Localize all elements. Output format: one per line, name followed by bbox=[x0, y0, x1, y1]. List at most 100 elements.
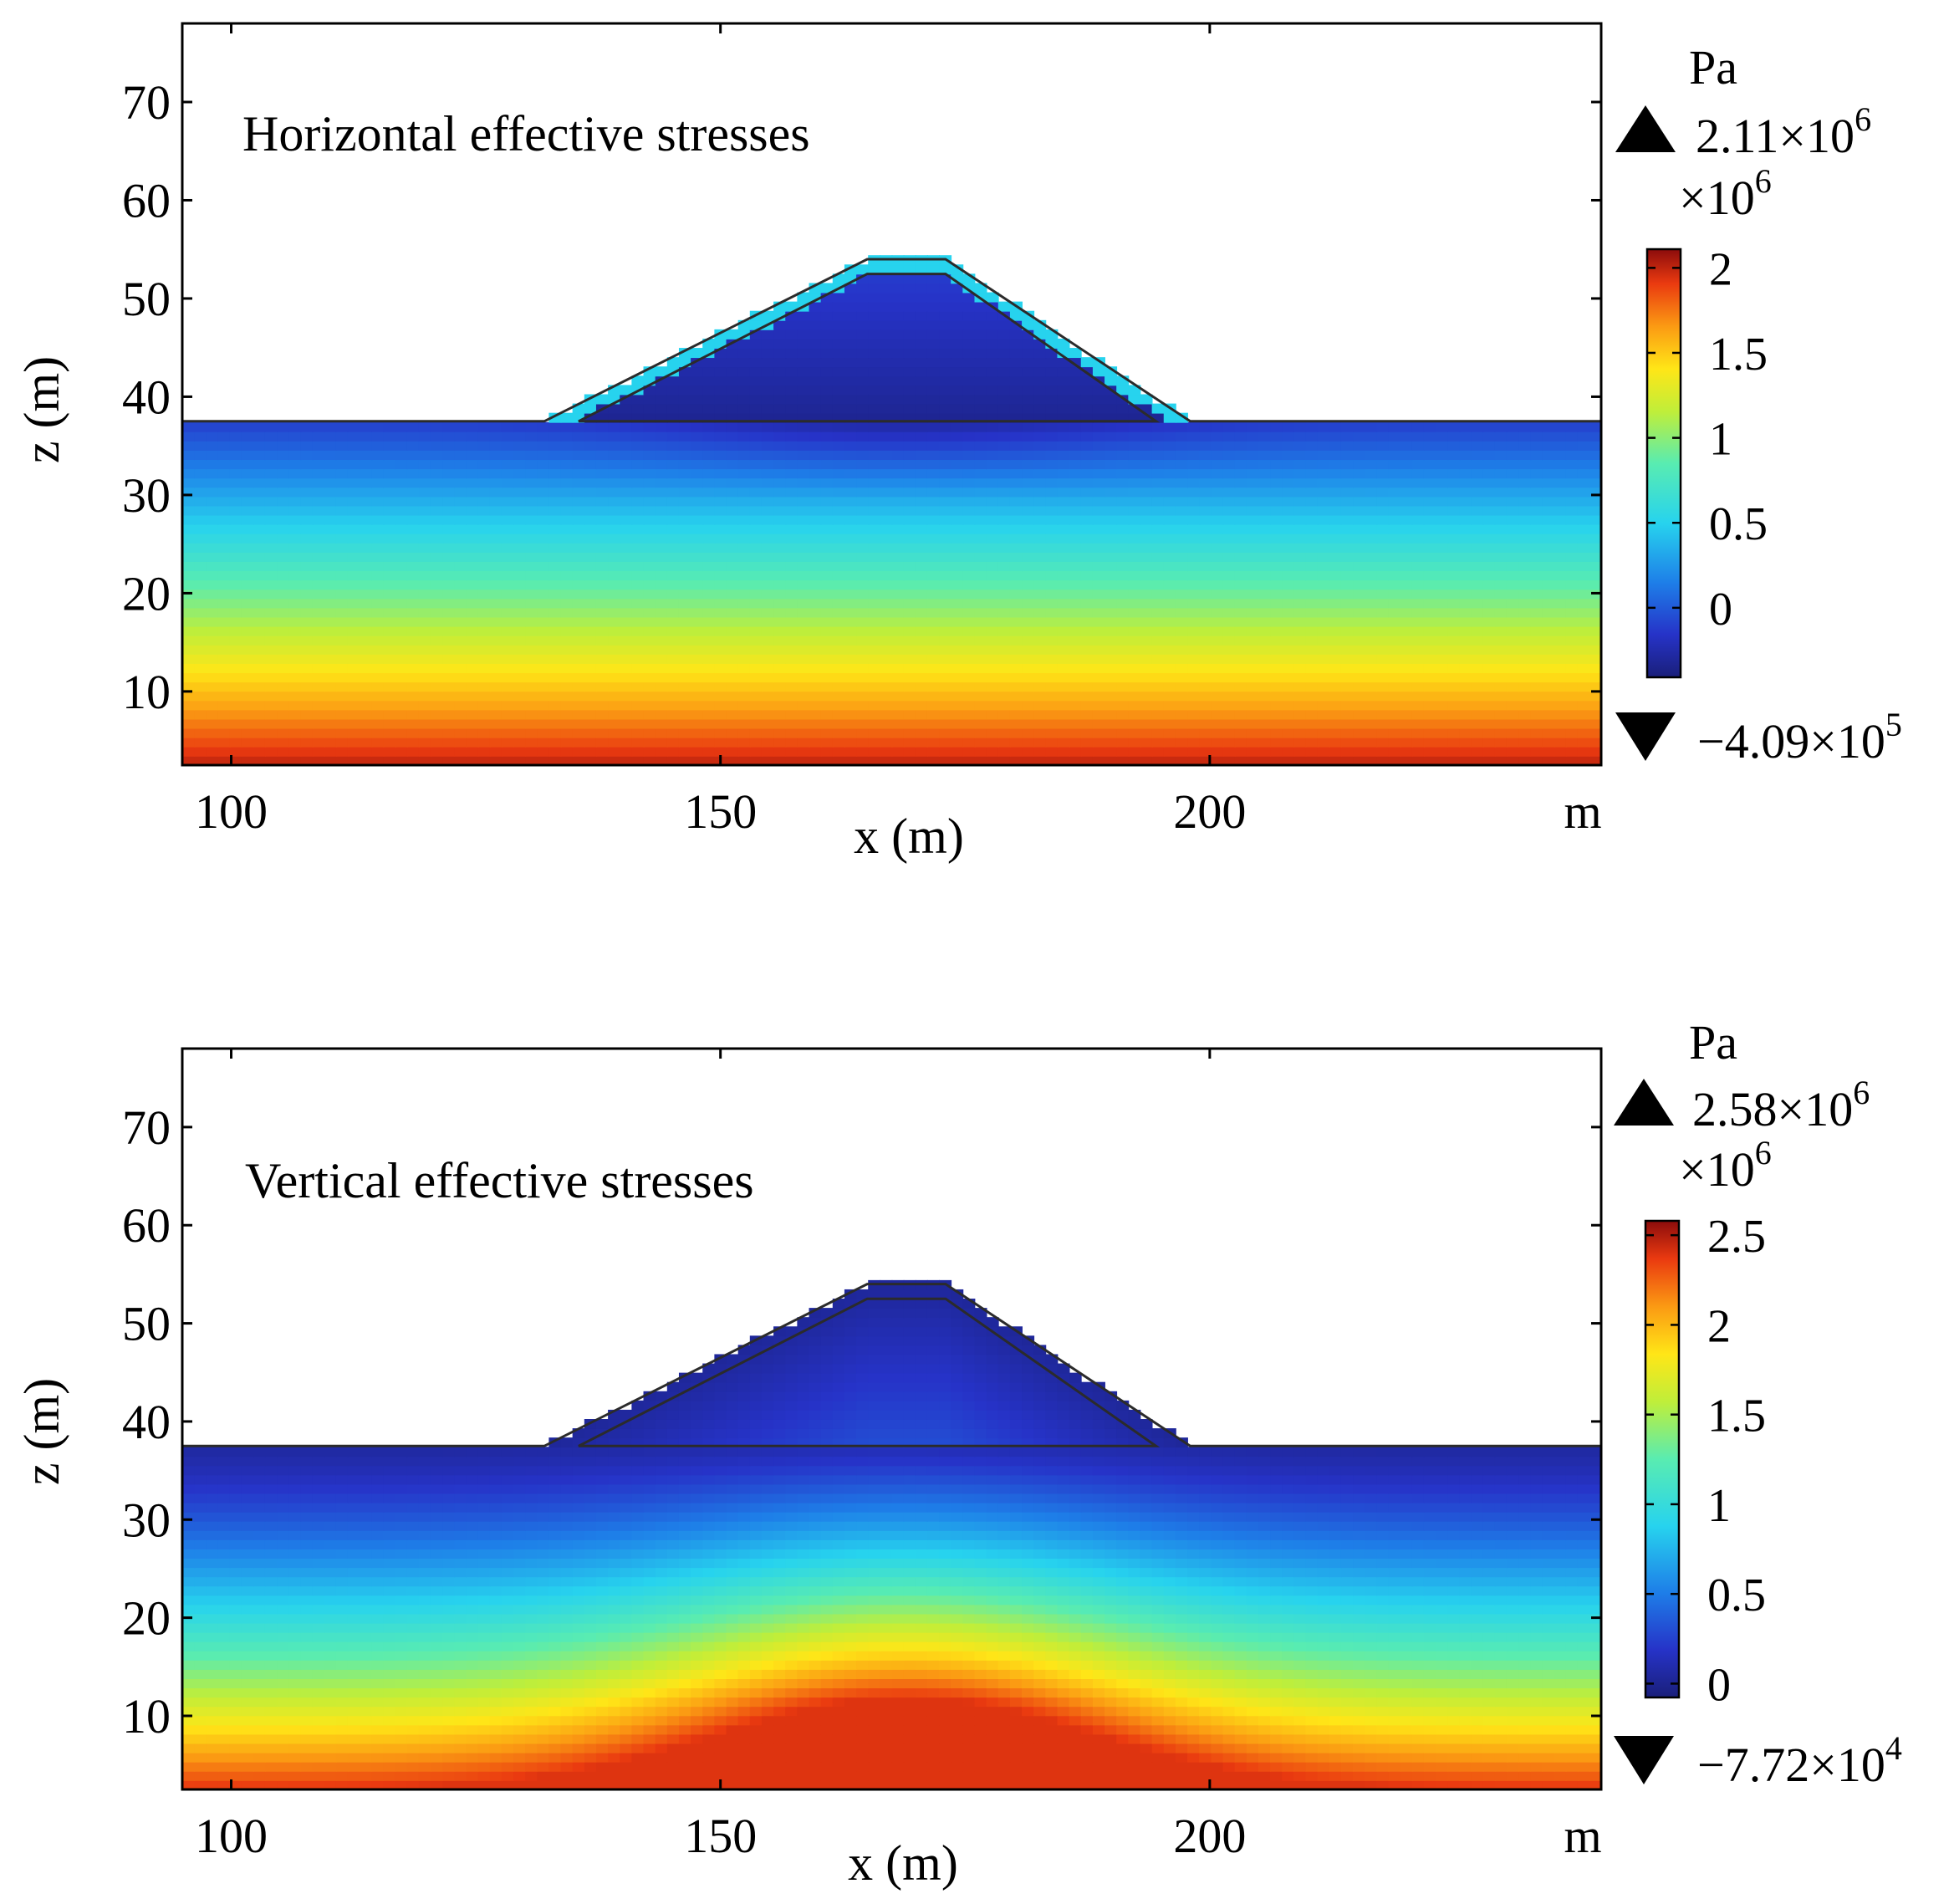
field-cell bbox=[1423, 672, 1436, 683]
field-cell bbox=[1459, 616, 1472, 627]
field-cell bbox=[773, 385, 787, 396]
field-cell bbox=[655, 644, 668, 655]
field-cell bbox=[678, 616, 691, 627]
field-cell bbox=[1471, 440, 1484, 451]
field-cell bbox=[844, 551, 857, 562]
field-cell bbox=[962, 653, 976, 664]
field-cell bbox=[1045, 737, 1059, 748]
field-cell bbox=[1530, 616, 1543, 627]
field-cell bbox=[1376, 450, 1390, 461]
field-cell bbox=[974, 366, 987, 377]
field-cell bbox=[655, 653, 668, 664]
field-cell bbox=[868, 635, 881, 646]
field-cell bbox=[1009, 709, 1023, 720]
field-cell bbox=[1270, 459, 1283, 470]
field-cell bbox=[880, 283, 893, 294]
field-cell bbox=[986, 598, 999, 609]
field-cell bbox=[371, 727, 385, 738]
field-cell bbox=[395, 570, 408, 581]
field-cell bbox=[856, 301, 870, 312]
field-cell bbox=[915, 468, 928, 479]
field-cell bbox=[820, 589, 834, 600]
field-cell bbox=[383, 672, 396, 683]
field-cell bbox=[1163, 412, 1176, 423]
field-cell bbox=[620, 487, 633, 498]
field-cell bbox=[513, 607, 527, 618]
field-cell bbox=[1436, 505, 1449, 516]
field-cell bbox=[773, 329, 787, 339]
field-cell bbox=[241, 616, 254, 627]
field-cell bbox=[749, 329, 763, 339]
field-cell bbox=[666, 366, 680, 377]
field-cell bbox=[1116, 477, 1130, 488]
field-cell bbox=[1329, 625, 1342, 636]
field-cell bbox=[608, 691, 621, 702]
field-cell bbox=[1128, 412, 1141, 423]
field-cell bbox=[1577, 551, 1590, 562]
field-cell bbox=[1411, 635, 1425, 646]
field-cell bbox=[312, 755, 325, 765]
field-cell bbox=[868, 301, 881, 312]
field-cell bbox=[1105, 644, 1118, 655]
field-cell bbox=[891, 385, 905, 396]
field-cell bbox=[1317, 663, 1330, 674]
field-cell bbox=[785, 514, 798, 525]
field-cell bbox=[1530, 589, 1543, 600]
field-cell bbox=[1589, 505, 1601, 516]
field-cell bbox=[608, 514, 621, 525]
field-cell bbox=[477, 421, 491, 432]
field-cell bbox=[1542, 459, 1555, 470]
field-cell bbox=[537, 691, 550, 702]
field-cell bbox=[773, 431, 787, 442]
field-cell bbox=[324, 477, 337, 488]
field-cell bbox=[1530, 514, 1543, 525]
field-cell bbox=[300, 496, 314, 507]
field-cell bbox=[1187, 672, 1201, 683]
field-cell bbox=[288, 691, 302, 702]
field-cell bbox=[820, 653, 834, 664]
field-cell bbox=[643, 412, 656, 423]
field-cell bbox=[761, 589, 774, 600]
field-cell bbox=[194, 459, 207, 470]
field-cell bbox=[1353, 718, 1366, 729]
field-cell bbox=[1329, 468, 1342, 479]
field-cell bbox=[726, 348, 739, 359]
field-cell bbox=[1222, 551, 1236, 562]
field-cell bbox=[1577, 514, 1590, 525]
field-cell bbox=[513, 477, 527, 488]
field-cell bbox=[1222, 477, 1236, 488]
field-cell bbox=[856, 477, 870, 488]
field-cell bbox=[194, 700, 207, 711]
field-cell bbox=[856, 727, 870, 738]
field-cell bbox=[1069, 700, 1082, 711]
field-cell bbox=[856, 459, 870, 470]
field-cell bbox=[501, 450, 514, 461]
field-cell bbox=[253, 570, 266, 581]
field-cell bbox=[1506, 644, 1519, 655]
field-cell bbox=[844, 616, 857, 627]
field-cell bbox=[974, 691, 987, 702]
field-cell bbox=[737, 551, 751, 562]
field-cell bbox=[702, 589, 716, 600]
field-cell bbox=[608, 681, 621, 692]
field-cell bbox=[844, 570, 857, 581]
field-cell bbox=[1069, 403, 1082, 414]
field-cell bbox=[1258, 450, 1271, 461]
field-cell bbox=[1506, 570, 1519, 581]
field-cell bbox=[1518, 551, 1532, 562]
field-cell bbox=[1033, 542, 1047, 553]
field-cell bbox=[903, 385, 916, 396]
field-cell bbox=[1199, 718, 1212, 729]
field-cell bbox=[595, 625, 609, 636]
field-cell bbox=[241, 570, 254, 581]
field-cell bbox=[832, 329, 845, 339]
field-cell bbox=[1388, 487, 1401, 498]
field-cell bbox=[182, 727, 196, 738]
field-cell bbox=[1234, 440, 1247, 451]
field-cell bbox=[1447, 746, 1461, 757]
field-cell bbox=[371, 487, 385, 498]
field-cell bbox=[726, 468, 739, 479]
field-cell bbox=[1199, 755, 1212, 765]
field-cell bbox=[1033, 681, 1047, 692]
field-cell bbox=[1447, 468, 1461, 479]
